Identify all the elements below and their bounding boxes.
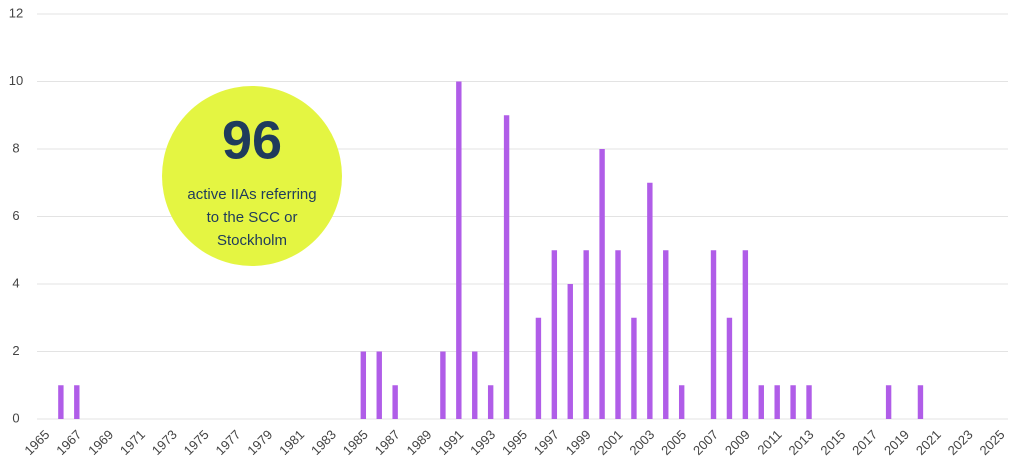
- x-tick-label: 2009: [722, 427, 753, 458]
- x-tick-label: 1987: [372, 427, 403, 458]
- x-tick-label: 1981: [276, 427, 307, 458]
- bar: [774, 385, 780, 419]
- bar: [917, 385, 924, 419]
- x-tick-label: 2001: [595, 427, 626, 458]
- bar: [503, 115, 510, 419]
- x-tick-label: 2023: [945, 427, 976, 458]
- bar: [663, 250, 669, 419]
- y-tick-label: 6: [12, 208, 19, 223]
- bar: [551, 250, 558, 419]
- y-tick-label: 12: [9, 5, 23, 20]
- x-tick-label: 1979: [244, 427, 275, 458]
- bar: [583, 250, 589, 419]
- y-tick-label: 2: [12, 343, 19, 358]
- bar: [58, 385, 64, 419]
- bar: [376, 351, 382, 419]
- x-tick-label: 1973: [149, 427, 180, 458]
- y-tick-label: 10: [9, 73, 23, 88]
- bar: [742, 250, 749, 419]
- x-tick-label: 2021: [913, 427, 944, 458]
- x-tick-label: 2005: [658, 427, 689, 458]
- bar: [392, 385, 398, 419]
- x-tick-label: 1989: [403, 427, 434, 458]
- x-tick-label: 1985: [340, 427, 371, 458]
- x-tick-label: 1983: [308, 427, 339, 458]
- annotation-text: Stockholm: [217, 232, 287, 249]
- y-tick-label: 0: [12, 410, 19, 425]
- y-tick-label: 4: [12, 275, 19, 290]
- bar: [885, 385, 892, 419]
- bar: [758, 385, 764, 419]
- bar: [440, 351, 446, 419]
- bar: [631, 317, 637, 419]
- bar: [74, 385, 80, 419]
- annotation-text: to the SCC or: [207, 209, 298, 226]
- bar: [472, 351, 478, 419]
- bar: [710, 250, 717, 419]
- x-tick-label: 1977: [212, 427, 243, 458]
- bar: [535, 317, 542, 419]
- x-tick-label: 1995: [499, 427, 530, 458]
- annotation-text: active IIAs referring: [187, 186, 316, 203]
- bar: [615, 250, 621, 419]
- x-tick-label: 2013: [786, 427, 817, 458]
- x-tick-label: 2019: [881, 427, 912, 458]
- x-tick-label: 1993: [467, 427, 498, 458]
- bar: [806, 385, 812, 419]
- bar: [487, 385, 494, 419]
- bar: [360, 351, 367, 419]
- x-tick-label: 1997: [531, 427, 562, 458]
- y-tick-label: 8: [12, 140, 19, 155]
- x-tick-label: 2003: [626, 427, 657, 458]
- bar: [567, 284, 573, 419]
- annotation-headline: 96: [222, 110, 282, 170]
- x-tick-label: 1975: [181, 427, 212, 458]
- x-tick-label: 2025: [977, 427, 1008, 458]
- bar: [456, 81, 462, 419]
- x-tick-label: 2007: [690, 427, 721, 458]
- x-tick-label: 1969: [85, 427, 116, 458]
- x-tick-label: 1967: [53, 427, 84, 458]
- bar: [726, 317, 733, 419]
- annotation-circle: [162, 86, 342, 266]
- bar: [678, 385, 685, 419]
- x-tick-label: 1965: [21, 427, 52, 458]
- x-tick-label: 2011: [754, 427, 784, 457]
- x-tick-label: 1971: [117, 427, 148, 458]
- x-tick-label: 1999: [563, 427, 594, 458]
- x-tick-label: 2017: [849, 427, 880, 458]
- bar: [599, 149, 605, 419]
- x-tick-label: 1991: [435, 427, 466, 458]
- bar: [647, 182, 653, 419]
- x-tick-label: 2015: [817, 427, 848, 458]
- bar: [790, 385, 796, 419]
